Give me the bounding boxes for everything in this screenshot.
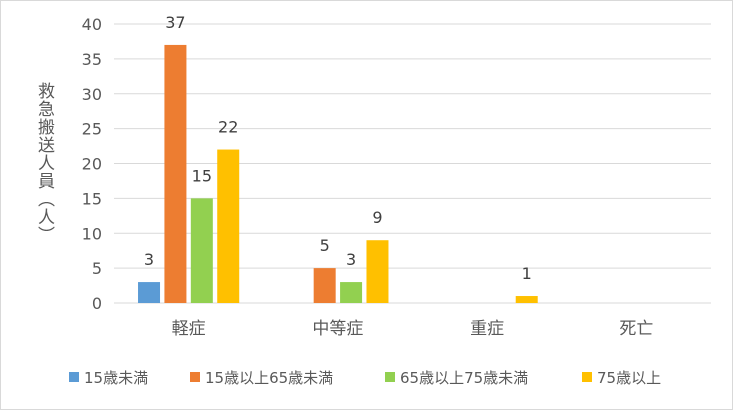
data-label: 1 <box>522 264 532 283</box>
data-label: 3 <box>346 250 356 269</box>
grid <box>114 23 711 304</box>
x-axis-categories: 軽症 中等症 重症 死亡 <box>172 319 654 339</box>
bar <box>366 240 389 303</box>
y-tick-label: 40 <box>82 15 102 34</box>
bar <box>138 282 161 303</box>
bar <box>340 282 363 303</box>
legend-swatch <box>582 372 592 382</box>
y-tick-label: 35 <box>82 50 102 69</box>
data-label: 9 <box>372 208 382 227</box>
bar <box>190 198 213 303</box>
y-tick-label: 10 <box>82 224 102 243</box>
y-tick-label: 5 <box>92 259 102 278</box>
category-label: 死亡 <box>619 319 653 339</box>
bars <box>138 44 538 304</box>
legend-swatch <box>69 372 79 382</box>
category-label: 軽症 <box>172 319 206 339</box>
bar <box>313 268 336 303</box>
legend-swatch <box>190 372 200 382</box>
y-tick-label: 30 <box>82 85 102 104</box>
y-axis-ticks: 0 5 10 15 20 25 30 35 40 <box>82 15 102 313</box>
bar <box>217 149 240 303</box>
category-label: 中等症 <box>312 319 363 339</box>
y-tick-label: 25 <box>82 120 102 139</box>
bar <box>515 296 538 303</box>
legend-label: 65歳以上75歳未満 <box>400 369 528 387</box>
y-axis-title: 救急搬送人員（人） <box>34 82 55 244</box>
y-tick-label: 15 <box>82 189 102 208</box>
legend-label: 75歳以上 <box>597 369 661 387</box>
data-label: 5 <box>320 236 330 255</box>
legend-label: 15歳未満 <box>84 369 148 387</box>
bar <box>164 44 187 304</box>
data-label: 37 <box>165 13 185 32</box>
data-label: 3 <box>144 250 154 269</box>
y-tick-label: 0 <box>92 294 102 313</box>
category-label: 重症 <box>470 319 504 339</box>
y-axis-label: 救急搬送人員（人） <box>34 82 55 244</box>
legend: 15歳未満 15歳以上65歳未満 65歳以上75歳未満 75歳以上 <box>69 369 661 387</box>
data-label: 15 <box>192 166 212 185</box>
legend-label: 15歳以上65歳未満 <box>205 369 333 387</box>
legend-swatch <box>385 372 395 382</box>
data-label: 22 <box>218 118 238 137</box>
y-tick-label: 20 <box>82 155 102 174</box>
